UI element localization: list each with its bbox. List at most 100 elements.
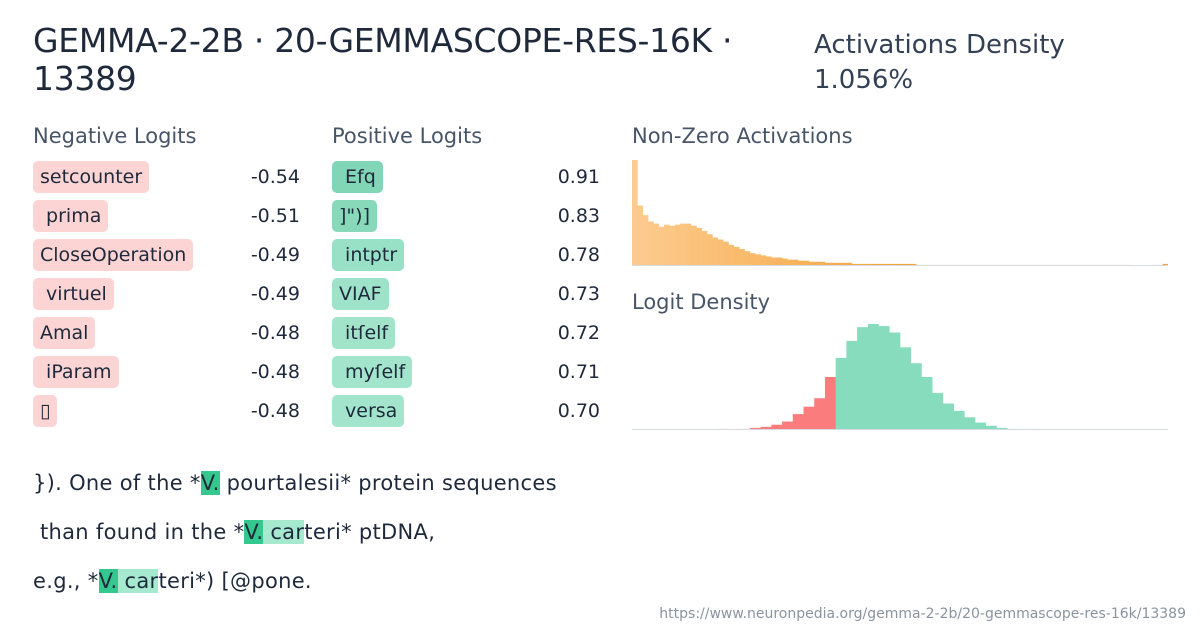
example-text-segment: e.g., * xyxy=(33,569,99,593)
activation-bar xyxy=(749,253,756,266)
logit-token: prima xyxy=(33,200,109,232)
activation-bar xyxy=(707,234,713,266)
negative-logit-row: iParam xyxy=(33,356,119,388)
logit-density-bar xyxy=(932,392,944,430)
activation-bar xyxy=(669,225,676,266)
logit-token: virtuel xyxy=(33,278,114,310)
density-value: 1.056% xyxy=(814,65,914,95)
logit-density-label: Logit Density xyxy=(632,290,771,314)
activation-bar xyxy=(755,254,761,266)
logit-token: intptr xyxy=(332,239,405,271)
negative-logit-row: virtuel xyxy=(33,278,114,310)
density-label: Activations Density xyxy=(814,30,1065,60)
logit-density-bar xyxy=(803,406,815,430)
activation-bar xyxy=(830,262,836,266)
logit-density-bar xyxy=(900,347,912,430)
logit-density-bar xyxy=(760,426,772,430)
logit-value: -0.49 xyxy=(250,283,300,305)
logit-token: myſelf xyxy=(332,356,413,388)
example-line: }). One of the *V. pourtalesii* protein … xyxy=(33,466,557,500)
activation-bar xyxy=(701,231,708,266)
activation-bar xyxy=(1162,263,1168,266)
activation-bar xyxy=(733,246,740,266)
activation-bar xyxy=(782,258,788,266)
logit-density-bar xyxy=(846,340,858,430)
logit-value: -0.51 xyxy=(250,205,300,227)
logit-token: Amal xyxy=(33,317,96,349)
activation-bar xyxy=(808,261,815,266)
logit-density-bar xyxy=(792,414,804,430)
logit-density-bar xyxy=(953,410,965,430)
logit-value: 0.71 xyxy=(557,361,600,383)
logit-density-bar xyxy=(835,357,847,430)
negative-logit-row: setcounter xyxy=(33,161,150,193)
logit-token: Efq xyxy=(332,161,383,193)
activations-histogram xyxy=(632,160,1168,266)
highlighted-token: V. xyxy=(244,520,264,544)
example-text-segment: pourtalesii* protein sequences xyxy=(219,471,557,495)
source-url[interactable]: https://www.neuronpedia.org/gemma-2-2b/2… xyxy=(659,606,1186,622)
highlighted-token: V. xyxy=(98,569,118,593)
logit-token: versa xyxy=(332,395,405,427)
activation-bar xyxy=(648,221,654,266)
logit-token: itſelf xyxy=(332,317,396,349)
positive-logit-row: itſelf xyxy=(332,317,396,349)
activation-bar xyxy=(857,263,863,266)
logit-density-bar xyxy=(857,327,869,430)
activation-bar xyxy=(894,263,901,266)
example-text-segment: than found in the * xyxy=(33,520,245,544)
logit-value: 0.73 xyxy=(557,283,600,305)
logit-token: ▯ xyxy=(33,395,58,427)
negative-logit-row: CloseOperation xyxy=(33,239,194,271)
activation-bar xyxy=(883,263,890,266)
negative-logits-label: Negative Logits xyxy=(33,124,197,148)
logit-density-bar xyxy=(782,421,794,430)
example-text-segment: teri*) [@pone. xyxy=(158,569,312,593)
highlighted-token: car xyxy=(263,520,305,544)
activation-bar xyxy=(835,262,842,266)
activation-bar xyxy=(900,263,906,266)
activation-bar xyxy=(664,224,670,266)
positive-logit-row: intptr xyxy=(332,239,405,271)
activation-bar xyxy=(690,225,697,266)
activation-bar xyxy=(787,259,794,266)
page-title: GEMMA-2-2B · 20-GEMMASCOPE-RES-16K · 133… xyxy=(33,21,733,98)
logit-token: CloseOperation xyxy=(33,239,194,271)
activation-bar xyxy=(674,224,681,266)
activation-bar xyxy=(712,237,719,266)
activation-bar xyxy=(632,160,638,266)
example-line: e.g., *V. carteri*) [@pone. xyxy=(33,564,312,598)
activation-bar xyxy=(867,263,874,266)
positive-logits-label: Positive Logits xyxy=(332,124,483,148)
activation-bar xyxy=(889,263,895,266)
activation-bar xyxy=(905,263,912,266)
logit-density-bar xyxy=(814,398,826,430)
logit-density-bar xyxy=(878,326,890,430)
highlighted-token: V. xyxy=(200,471,220,495)
activation-bar xyxy=(728,244,735,266)
activations-density: Activations Density 1.056% xyxy=(814,28,1065,98)
example-text-segment: }). One of the * xyxy=(33,471,201,495)
activation-bar xyxy=(696,227,702,266)
logit-value: 0.72 xyxy=(557,322,600,344)
logit-token: iParam xyxy=(33,356,119,388)
logit-value: -0.48 xyxy=(250,322,300,344)
logit-density-bar xyxy=(921,377,933,430)
logit-value: -0.48 xyxy=(250,361,300,383)
activation-bar xyxy=(760,255,767,266)
activation-bar xyxy=(766,256,772,266)
activation-bar xyxy=(846,262,853,266)
activation-bar xyxy=(744,251,751,266)
positive-logit-row: myſelf xyxy=(332,356,413,388)
example-text-segment: teri* ptDNA, xyxy=(304,520,436,544)
logit-value: 0.78 xyxy=(557,244,600,266)
positive-logit-row: versa xyxy=(332,395,405,427)
activation-bar xyxy=(642,215,649,266)
activation-bar xyxy=(910,263,917,266)
logit-density-bar xyxy=(985,425,997,430)
logit-token: setcounter xyxy=(33,161,150,193)
activation-bar xyxy=(680,223,686,266)
logit-density-bar xyxy=(824,377,836,430)
highlighted-token: car xyxy=(117,569,159,593)
activation-bar xyxy=(814,261,820,266)
